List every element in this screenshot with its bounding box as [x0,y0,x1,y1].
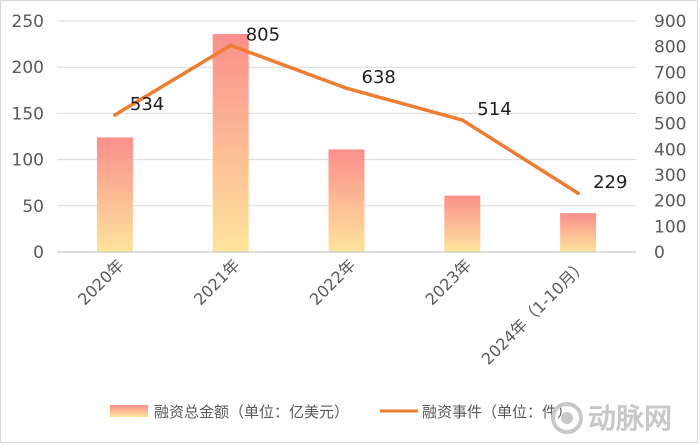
y-left-tick-label: 150 [12,104,44,124]
legend-bar-swatch [110,405,148,417]
legend: 融资总金额（单位：亿美元） 融资事件（单位：件） [110,403,572,421]
line-data-label: 805 [246,24,280,45]
y-left-tick-label: 250 [12,12,44,32]
y-right-tick-label: 700 [654,63,686,83]
y-right-tick-label: 100 [654,217,686,237]
legend-bar-label: 融资总金额（单位：亿美元） [154,403,349,421]
x-tick-label: 2024年（1-10月） [478,255,591,368]
y-right-tick-label: 200 [654,192,686,212]
line-point [460,118,465,122]
bar [328,149,365,252]
x-tick-label: 2023年 [422,255,476,309]
y-left-tick-label: 200 [12,58,44,78]
y-right-tick-label: 600 [654,89,686,109]
bar-series [96,33,597,252]
line-data-label: 638 [362,67,396,88]
line-data-label: 229 [593,172,627,193]
bar [444,195,481,252]
y-right-tick-label: 900 [654,12,686,32]
y-right-tick-label: 800 [654,38,686,58]
line-data-label: 534 [130,94,164,115]
y-right-tick-label: 0 [654,243,665,263]
line-data-label: 514 [477,99,511,120]
x-axis: 2020年 2021年 2022年 2023年 2024年（1-10月） [57,251,636,369]
y-left-tick-label: 0 [33,243,44,263]
line-data-labels: 534 805 638 514 229 [130,24,628,193]
line-point [113,113,117,117]
y-left-tick-label: 100 [12,151,44,171]
dongmai-logo-icon [551,402,583,434]
watermark: 动脉网 [551,402,672,435]
line-point [576,191,580,196]
bar [560,213,597,252]
x-tick-label: 2022年 [306,255,360,309]
line-series [113,43,580,196]
y-right-tick-label: 300 [654,166,686,186]
y-axis-right: 0 100 200 300 400 500 600 700 800 900 [654,12,686,263]
line-point [228,43,233,48]
bar [96,137,133,252]
y-axis-left: 0 50 100 150 200 250 [12,12,44,263]
y-left-tick-label: 50 [22,197,44,217]
y-right-tick-label: 500 [654,115,686,135]
bar [212,33,249,252]
y-right-tick-label: 400 [654,140,686,160]
x-tick-label: 2021年 [190,255,244,309]
x-tick-label: 2020年 [74,255,128,309]
legend-line-label: 融资事件（单位：件） [422,403,572,421]
watermark-text: 动脉网 [588,402,672,435]
line-point [344,86,349,91]
